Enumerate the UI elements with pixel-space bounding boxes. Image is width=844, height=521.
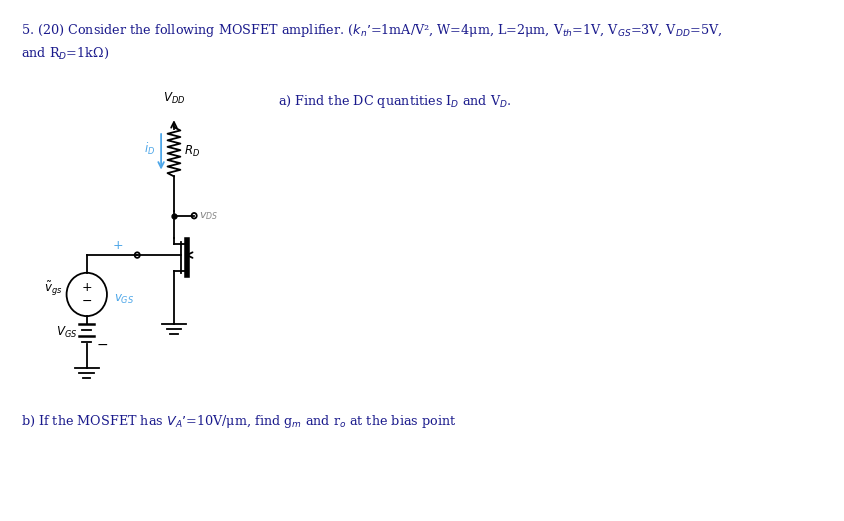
Text: +: + [82,281,92,294]
Text: $v_{DS}$: $v_{DS}$ [198,210,218,221]
Text: $i_D$: $i_D$ [144,141,155,157]
Text: $\tilde{v}_{gs}$: $\tilde{v}_{gs}$ [45,279,63,297]
Text: $V_{GS}$: $V_{GS}$ [57,325,78,340]
Text: −: − [82,295,92,308]
Text: a) Find the DC quantities I$_D$ and V$_D$.: a) Find the DC quantities I$_D$ and V$_D… [278,93,511,110]
Text: $R_D$: $R_D$ [184,144,200,159]
Text: and R$_D$=1kΩ): and R$_D$=1kΩ) [21,45,109,60]
Text: $-$: $-$ [96,337,108,351]
Text: 5. (20) Consider the following MOSFET amplifier. ($k_n$’=1mA/V², W=4μm, L=2μm, V: 5. (20) Consider the following MOSFET am… [21,22,722,39]
Text: +: + [112,239,123,252]
Text: $V_{DD}$: $V_{DD}$ [163,91,185,106]
Text: b) If the MOSFET has $V_A$’=10V/μm, find g$_m$ and r$_o$ at the bias point: b) If the MOSFET has $V_A$’=10V/μm, find… [21,413,456,429]
Text: $v_{GS}$: $v_{GS}$ [114,293,134,306]
